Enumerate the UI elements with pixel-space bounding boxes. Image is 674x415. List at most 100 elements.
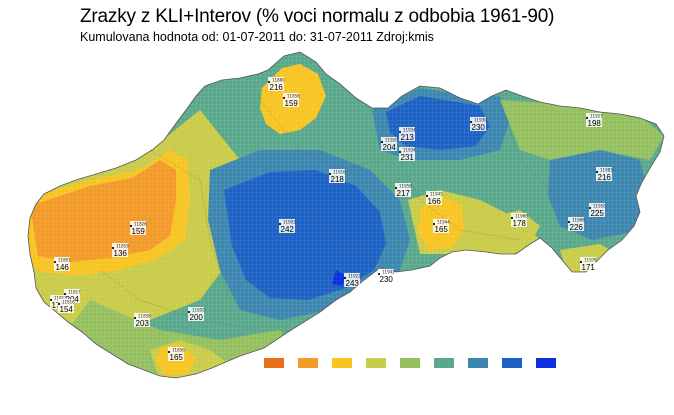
station-value: 216 — [598, 173, 612, 182]
station-id: 11944 — [437, 220, 450, 225]
legend-swatch — [502, 358, 522, 368]
station-value: 154 — [60, 305, 74, 314]
station-value: 230 — [472, 123, 486, 132]
station-id: 11927 — [590, 114, 603, 119]
station-dot — [567, 220, 571, 224]
station-dot — [394, 186, 398, 190]
legend-swatch — [434, 358, 454, 368]
station-id: 11903 — [283, 220, 296, 225]
station-id: 11920 — [385, 138, 398, 143]
station-value: 204 — [383, 143, 397, 152]
station-dot — [579, 260, 583, 264]
station-id: 11858 — [138, 314, 151, 319]
color-legend — [264, 358, 556, 368]
station-id: 11922 — [348, 274, 361, 279]
station-dot — [343, 276, 347, 280]
station-id: 11950 — [593, 204, 606, 209]
station-dot — [133, 316, 137, 320]
station-value: 217 — [397, 189, 411, 198]
station-value: 136 — [114, 249, 128, 258]
station-dot — [282, 96, 286, 100]
station-value: 171 — [582, 263, 596, 272]
station-dot — [398, 150, 402, 154]
station-labels: 1188021611858159119302301192719811934213… — [49, 77, 613, 362]
station-dot — [57, 302, 61, 306]
station-dot — [588, 206, 592, 210]
station-id: 11850 — [192, 308, 205, 313]
map-title: Zrazky z KLI+Interov (% voci normalu z o… — [80, 6, 555, 27]
station-id: 11958 — [399, 184, 412, 189]
station-dot — [49, 298, 53, 302]
station-dot — [129, 224, 133, 228]
station-id: 11819 — [116, 244, 129, 249]
station-value: 203 — [136, 319, 150, 328]
station-dot — [510, 216, 514, 220]
station-id: 11978 — [584, 258, 597, 263]
station-id: 11826 — [134, 222, 147, 227]
station-value: 178 — [513, 219, 527, 228]
legend-swatch — [536, 358, 556, 368]
station-dot — [595, 170, 599, 174]
station-id: 11858 — [287, 94, 300, 99]
station-value: 166 — [428, 197, 442, 206]
station-dot — [167, 350, 171, 354]
station-value: 159 — [285, 99, 299, 108]
legend-swatch — [264, 358, 284, 368]
station-value: 198 — [588, 119, 602, 128]
legend-swatch — [298, 358, 318, 368]
station-value: 200 — [190, 313, 204, 322]
station-value: 165 — [435, 225, 449, 234]
station-dot — [187, 310, 191, 314]
station-value: 226 — [570, 223, 584, 232]
legend-swatch — [366, 358, 386, 368]
station-id: 11942 — [382, 270, 395, 275]
station-dot — [278, 222, 282, 226]
station-value: 165 — [170, 353, 184, 362]
station-id: 11880 — [272, 78, 285, 83]
map-subtitle: Kumulovana hodnota od: 01-07-2011 do: 31… — [80, 30, 434, 44]
station-id: 11934 — [403, 148, 416, 153]
station-value: 231 — [401, 153, 415, 162]
station-id: 11813 — [54, 296, 67, 301]
station-id: 11934 — [403, 128, 416, 133]
station-dot — [267, 80, 271, 84]
station-dot — [432, 222, 436, 226]
station-value: 218 — [331, 175, 345, 184]
station-id: 11916 — [333, 170, 346, 175]
station-value: 243 — [346, 279, 360, 288]
station-dot — [111, 246, 115, 250]
station-dot — [53, 260, 57, 264]
station-dot — [328, 172, 332, 176]
station-dot — [469, 120, 473, 124]
station-dot — [585, 116, 589, 120]
station-value: 216 — [270, 83, 284, 92]
legend-swatch — [468, 358, 488, 368]
station-value: 230 — [380, 275, 394, 284]
station-dot — [398, 130, 402, 134]
station-dot — [377, 272, 381, 276]
station-id: 11856 — [172, 348, 185, 353]
